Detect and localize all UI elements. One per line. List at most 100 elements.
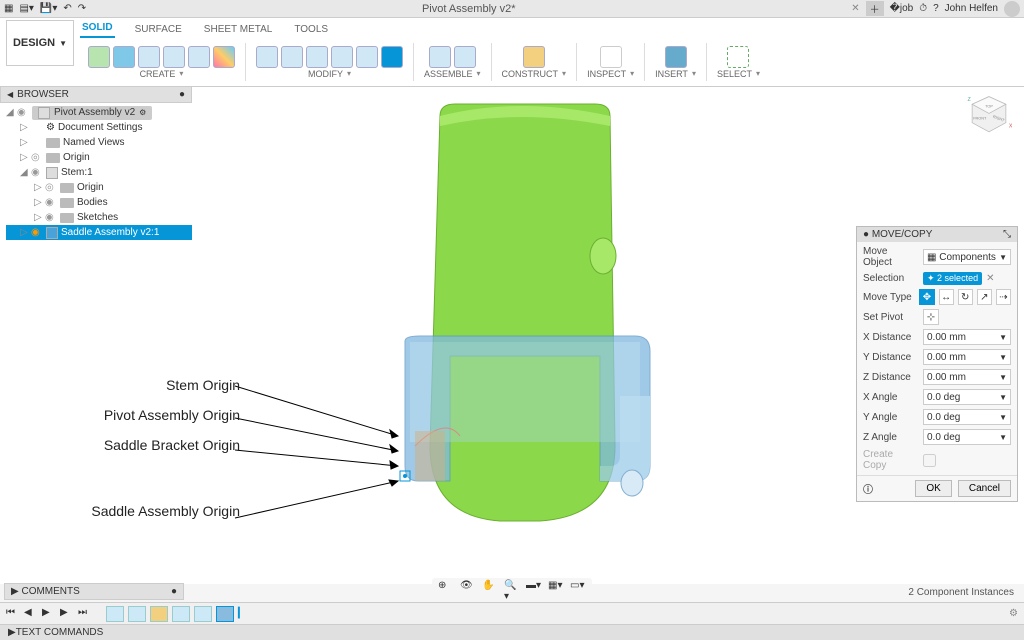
- notifications-icon[interactable]: ⏱: [919, 3, 927, 14]
- tree-item[interactable]: ▷◎Origin: [6, 150, 192, 165]
- timeline-step[interactable]: [106, 606, 124, 622]
- viewport-icon[interactable]: ▭▾: [570, 580, 586, 596]
- plane-icon[interactable]: [523, 46, 545, 68]
- tree-item[interactable]: ◢◉Stem:1: [6, 165, 192, 180]
- selection-chip[interactable]: ✦ 2 selected: [923, 272, 982, 285]
- timeline-step[interactable]: [216, 606, 234, 622]
- ok-button[interactable]: OK: [915, 480, 951, 497]
- tree-item-selected[interactable]: ▷◉Saddle Assembly v2:1: [6, 225, 192, 240]
- tree-root[interactable]: ◢◉ Pivot Assembly v2⚙: [6, 105, 192, 120]
- loft-icon[interactable]: [213, 46, 235, 68]
- group-construct-label[interactable]: CONSTRUCT: [502, 69, 567, 79]
- revolve-icon[interactable]: [163, 46, 185, 68]
- z-angle-input[interactable]: 0.0 deg▼: [923, 429, 1011, 445]
- group-create-label[interactable]: CREATE: [140, 69, 184, 79]
- lookat-icon[interactable]: 👁: [460, 580, 476, 596]
- workspace-switcher[interactable]: DESIGN▼: [6, 20, 74, 66]
- presspull-icon[interactable]: [256, 46, 278, 68]
- timeline-last-icon[interactable]: ⏭: [78, 607, 92, 621]
- user-name[interactable]: John Helfen: [945, 3, 998, 14]
- pan-icon[interactable]: ✋: [482, 580, 498, 596]
- group-modify-label[interactable]: MODIFY: [308, 69, 351, 79]
- timeline-marker-icon[interactable]: ▎: [238, 608, 246, 619]
- extrude-icon[interactable]: [138, 46, 160, 68]
- group-insert-label[interactable]: INSERT: [655, 69, 696, 79]
- movetype-point-icon[interactable]: ↗: [977, 289, 992, 305]
- group-assemble-label[interactable]: ASSEMBLE: [424, 69, 481, 79]
- timeline-settings-icon[interactable]: ⚙: [1009, 608, 1018, 619]
- panel-header[interactable]: ● MOVE/COPY ⤡: [857, 227, 1017, 242]
- orbit-icon[interactable]: ⊕: [438, 580, 454, 596]
- user-avatar-icon[interactable]: [1004, 1, 1020, 17]
- new-tab-icon[interactable]: ＋: [866, 1, 884, 16]
- y-distance-input[interactable]: 0.00 mm▼: [923, 349, 1011, 365]
- group-inspect-label[interactable]: INSPECT: [587, 69, 634, 79]
- joint-icon[interactable]: [429, 46, 451, 68]
- tab-tools[interactable]: TOOLS: [292, 21, 330, 38]
- fillet-icon[interactable]: [281, 46, 303, 68]
- timeline-step[interactable]: [172, 606, 190, 622]
- y-angle-input[interactable]: 0.0 deg▼: [923, 409, 1011, 425]
- asbuilt-icon[interactable]: [454, 46, 476, 68]
- measure-icon[interactable]: [600, 46, 622, 68]
- help-icon[interactable]: ?: [933, 3, 939, 14]
- tab-surface[interactable]: SURFACE: [133, 21, 184, 38]
- timeline-step[interactable]: [194, 606, 212, 622]
- timeline-step[interactable]: [128, 606, 146, 622]
- tree-item[interactable]: ▷◎Origin: [6, 180, 192, 195]
- browser-header[interactable]: ◀ BROWSER ●: [0, 86, 192, 103]
- text-commands-bar[interactable]: ▶ TEXT COMMANDS: [0, 624, 1024, 640]
- folder-icon: [46, 138, 60, 148]
- combine-icon[interactable]: [356, 46, 378, 68]
- timeline-prev-icon[interactable]: ◀: [24, 607, 38, 621]
- tree-item[interactable]: ▷⚙Document Settings: [6, 120, 192, 135]
- insert-icon[interactable]: [665, 46, 687, 68]
- clear-selection-icon[interactable]: ✕: [986, 273, 994, 284]
- new-component-icon[interactable]: [88, 46, 110, 68]
- zoom-icon[interactable]: 🔍▾: [504, 580, 520, 596]
- set-pivot-button[interactable]: ⊹: [923, 309, 939, 325]
- undo-icon[interactable]: ↶: [63, 3, 71, 14]
- x-angle-input[interactable]: 0.0 deg▼: [923, 389, 1011, 405]
- move-icon[interactable]: [381, 46, 403, 68]
- sketch-icon[interactable]: [113, 46, 135, 68]
- timeline-next-icon[interactable]: ▶: [60, 607, 74, 621]
- panel-expand-icon[interactable]: ⤡: [1003, 229, 1011, 240]
- sweep-icon[interactable]: [188, 46, 210, 68]
- timeline-step[interactable]: [150, 606, 168, 622]
- select-icon[interactable]: [727, 46, 749, 68]
- viewcube[interactable]: TOP FRONT RIGHT Z X: [966, 92, 1012, 138]
- tree-item[interactable]: ▷◉Bodies: [6, 195, 192, 210]
- shell-icon[interactable]: [331, 46, 353, 68]
- field-row: Z Distance0.00 mm▼: [863, 369, 1011, 385]
- save-icon[interactable]: 💾▾: [40, 3, 57, 14]
- grid-icon[interactable]: ▦▾: [548, 580, 564, 596]
- timeline-first-icon[interactable]: ⏮: [6, 607, 20, 621]
- move-object-dropdown[interactable]: ▦ Components▼: [923, 249, 1011, 265]
- grid-menu-icon[interactable]: ▦: [4, 3, 13, 14]
- tab-solid[interactable]: SOLID: [80, 19, 115, 38]
- tree-item[interactable]: ▷◉Sketches: [6, 210, 192, 225]
- redo-icon[interactable]: ↷: [78, 3, 86, 14]
- group-select-label[interactable]: SELECT: [717, 69, 760, 79]
- movetype-translate-icon[interactable]: ↔: [939, 289, 954, 305]
- info-icon[interactable]: ⓘ: [863, 481, 873, 496]
- extensions-icon[interactable]: �job: [890, 3, 914, 14]
- display-icon[interactable]: ▬▾: [526, 580, 542, 596]
- status-text: 2 Component Instances: [908, 587, 1014, 598]
- x-distance-input[interactable]: 0.00 mm▼: [923, 329, 1011, 345]
- tab-sheetmetal[interactable]: SHEET METAL: [202, 21, 275, 38]
- svg-text:FRONT: FRONT: [973, 117, 987, 121]
- file-menu-icon[interactable]: ▤▾: [19, 3, 33, 14]
- movetype-rotate-icon[interactable]: ↻: [958, 289, 973, 305]
- timeline-play-icon[interactable]: ▶: [42, 607, 56, 621]
- comments-bar[interactable]: ▶ COMMENTS ●: [4, 583, 184, 600]
- movetype-free-icon[interactable]: ✥: [919, 289, 934, 305]
- close-tab-icon[interactable]: ✕: [851, 3, 859, 14]
- z-distance-input[interactable]: 0.00 mm▼: [923, 369, 1011, 385]
- comments-pin-icon[interactable]: ●: [171, 586, 177, 597]
- chamfer-icon[interactable]: [306, 46, 328, 68]
- tree-item[interactable]: ▷Named Views: [6, 135, 192, 150]
- cancel-button[interactable]: Cancel: [958, 480, 1011, 497]
- movetype-p2p-icon[interactable]: ⇢: [996, 289, 1011, 305]
